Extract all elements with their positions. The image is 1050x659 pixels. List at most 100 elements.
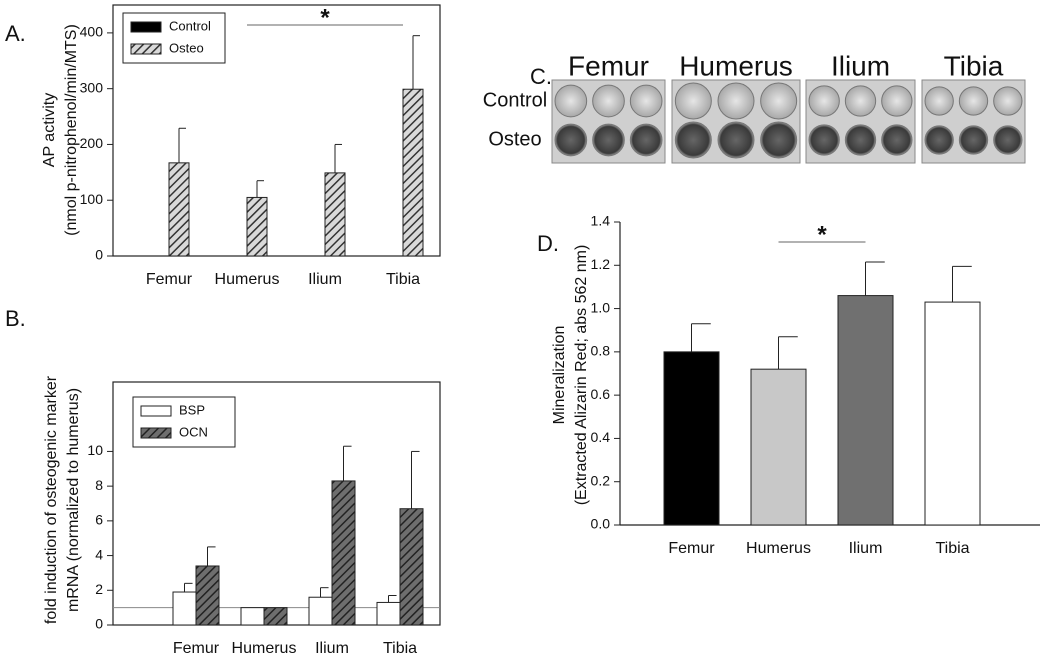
- y-axis-label: mRNA (normalized to humerus): [65, 388, 82, 612]
- y-axis-label: fold induction of osteogenic marker: [43, 375, 60, 624]
- bar: [399, 508, 424, 626]
- error-bar: [207, 546, 216, 566]
- error-bar: [256, 180, 264, 198]
- error-bar: [334, 143, 342, 173]
- x-tick-label: Tibia: [383, 640, 417, 657]
- well: [808, 124, 840, 156]
- y-tick-label: 0.0: [591, 516, 611, 532]
- well: [993, 86, 1023, 116]
- x-tick-label: Humerus: [746, 540, 811, 557]
- y-tick-label: 0.2: [591, 472, 611, 488]
- legend-label: Control: [169, 18, 211, 33]
- y-tick-label: 0: [95, 616, 103, 632]
- bar: [663, 351, 720, 526]
- y-tick-label: 100: [80, 191, 104, 207]
- bar: [837, 295, 894, 526]
- x-tick-label: Tibia: [386, 271, 420, 288]
- well: [717, 82, 755, 120]
- bar: [308, 596, 333, 626]
- x-tick-label: Humerus: [215, 271, 280, 288]
- well: [629, 123, 663, 157]
- well: [554, 123, 588, 157]
- error-bar: [184, 582, 193, 593]
- legend-swatch: [140, 427, 172, 439]
- well: [592, 123, 625, 157]
- well: [629, 84, 663, 118]
- y-tick-label: 400: [80, 24, 104, 40]
- y-tick-label: 0: [95, 247, 103, 263]
- well: [592, 84, 625, 118]
- error-bar: [320, 587, 329, 598]
- well: [760, 121, 798, 159]
- y-tick-label: 8: [95, 477, 103, 493]
- well: [881, 124, 913, 156]
- well: [881, 85, 913, 117]
- legend-swatch: [140, 405, 172, 417]
- y-tick-label: 10: [87, 442, 103, 458]
- bar: [168, 162, 190, 257]
- bar: [324, 172, 346, 257]
- y-tick-label: 0.6: [591, 386, 611, 402]
- well: [844, 85, 877, 117]
- y-tick-label: 0.4: [591, 429, 611, 445]
- column-label: Ilium: [831, 50, 890, 81]
- well: [554, 84, 588, 118]
- bar: [376, 601, 401, 626]
- y-tick-label: 2: [95, 581, 103, 597]
- well: [760, 82, 798, 120]
- bar: [240, 607, 265, 626]
- error-bar: [343, 445, 352, 481]
- panel-label: A.: [5, 21, 26, 46]
- y-tick-label: 1.4: [591, 213, 611, 229]
- legend-box: [132, 396, 236, 448]
- column-label: Humerus: [679, 50, 793, 81]
- legend-swatch: [130, 43, 162, 55]
- well: [674, 82, 712, 120]
- y-tick-label: 200: [80, 135, 104, 151]
- error-bar: [388, 594, 397, 603]
- y-tick-label: 0.8: [591, 343, 611, 359]
- x-tick-label: Humerus: [232, 640, 297, 657]
- error-bar: [691, 323, 711, 352]
- plot-frame: [112, 4, 441, 257]
- bar: [402, 88, 424, 257]
- error-bar: [412, 35, 420, 90]
- legend-label: OCN: [179, 424, 208, 439]
- bar: [246, 196, 268, 257]
- well: [924, 125, 954, 155]
- error-bar: [178, 127, 186, 163]
- x-tick-label: Femur: [173, 640, 220, 657]
- legend-box: [122, 12, 226, 64]
- panel-label: B.: [5, 306, 26, 331]
- y-axis-label: AP activity: [41, 93, 58, 167]
- y-tick-label: 4: [95, 546, 103, 562]
- y-tick-label: 1.2: [591, 256, 611, 272]
- row-label: Osteo: [488, 128, 541, 150]
- y-axis-label: (Extracted Alizarin Red; abs 562 nm): [573, 245, 590, 506]
- well: [844, 124, 877, 156]
- x-tick-label: Femur: [668, 540, 715, 557]
- x-tick-label: Tibia: [935, 540, 969, 557]
- error-bar: [778, 336, 798, 370]
- column-label: Femur: [568, 50, 649, 81]
- panel-label: D.: [537, 231, 559, 256]
- bar: [924, 301, 981, 526]
- legend-swatch: [130, 21, 162, 33]
- x-tick-label: Ilium: [315, 640, 349, 657]
- bar: [195, 565, 220, 626]
- well: [717, 121, 755, 159]
- significance-star: *: [817, 221, 827, 248]
- well: [958, 86, 989, 116]
- x-tick-label: Femur: [146, 271, 193, 288]
- panel-label: C.: [530, 64, 552, 89]
- x-tick-label: Ilium: [308, 271, 342, 288]
- error-bar: [952, 265, 972, 303]
- well: [958, 125, 989, 155]
- y-axis-label: (nmol p-nitrophenol/min/MTS): [63, 24, 80, 236]
- error-bar: [411, 450, 420, 509]
- y-axis-label: Mineralization: [551, 326, 568, 425]
- legend-label: Osteo: [169, 40, 204, 55]
- column-label: Tibia: [944, 50, 1004, 81]
- y-tick-label: 300: [80, 79, 104, 95]
